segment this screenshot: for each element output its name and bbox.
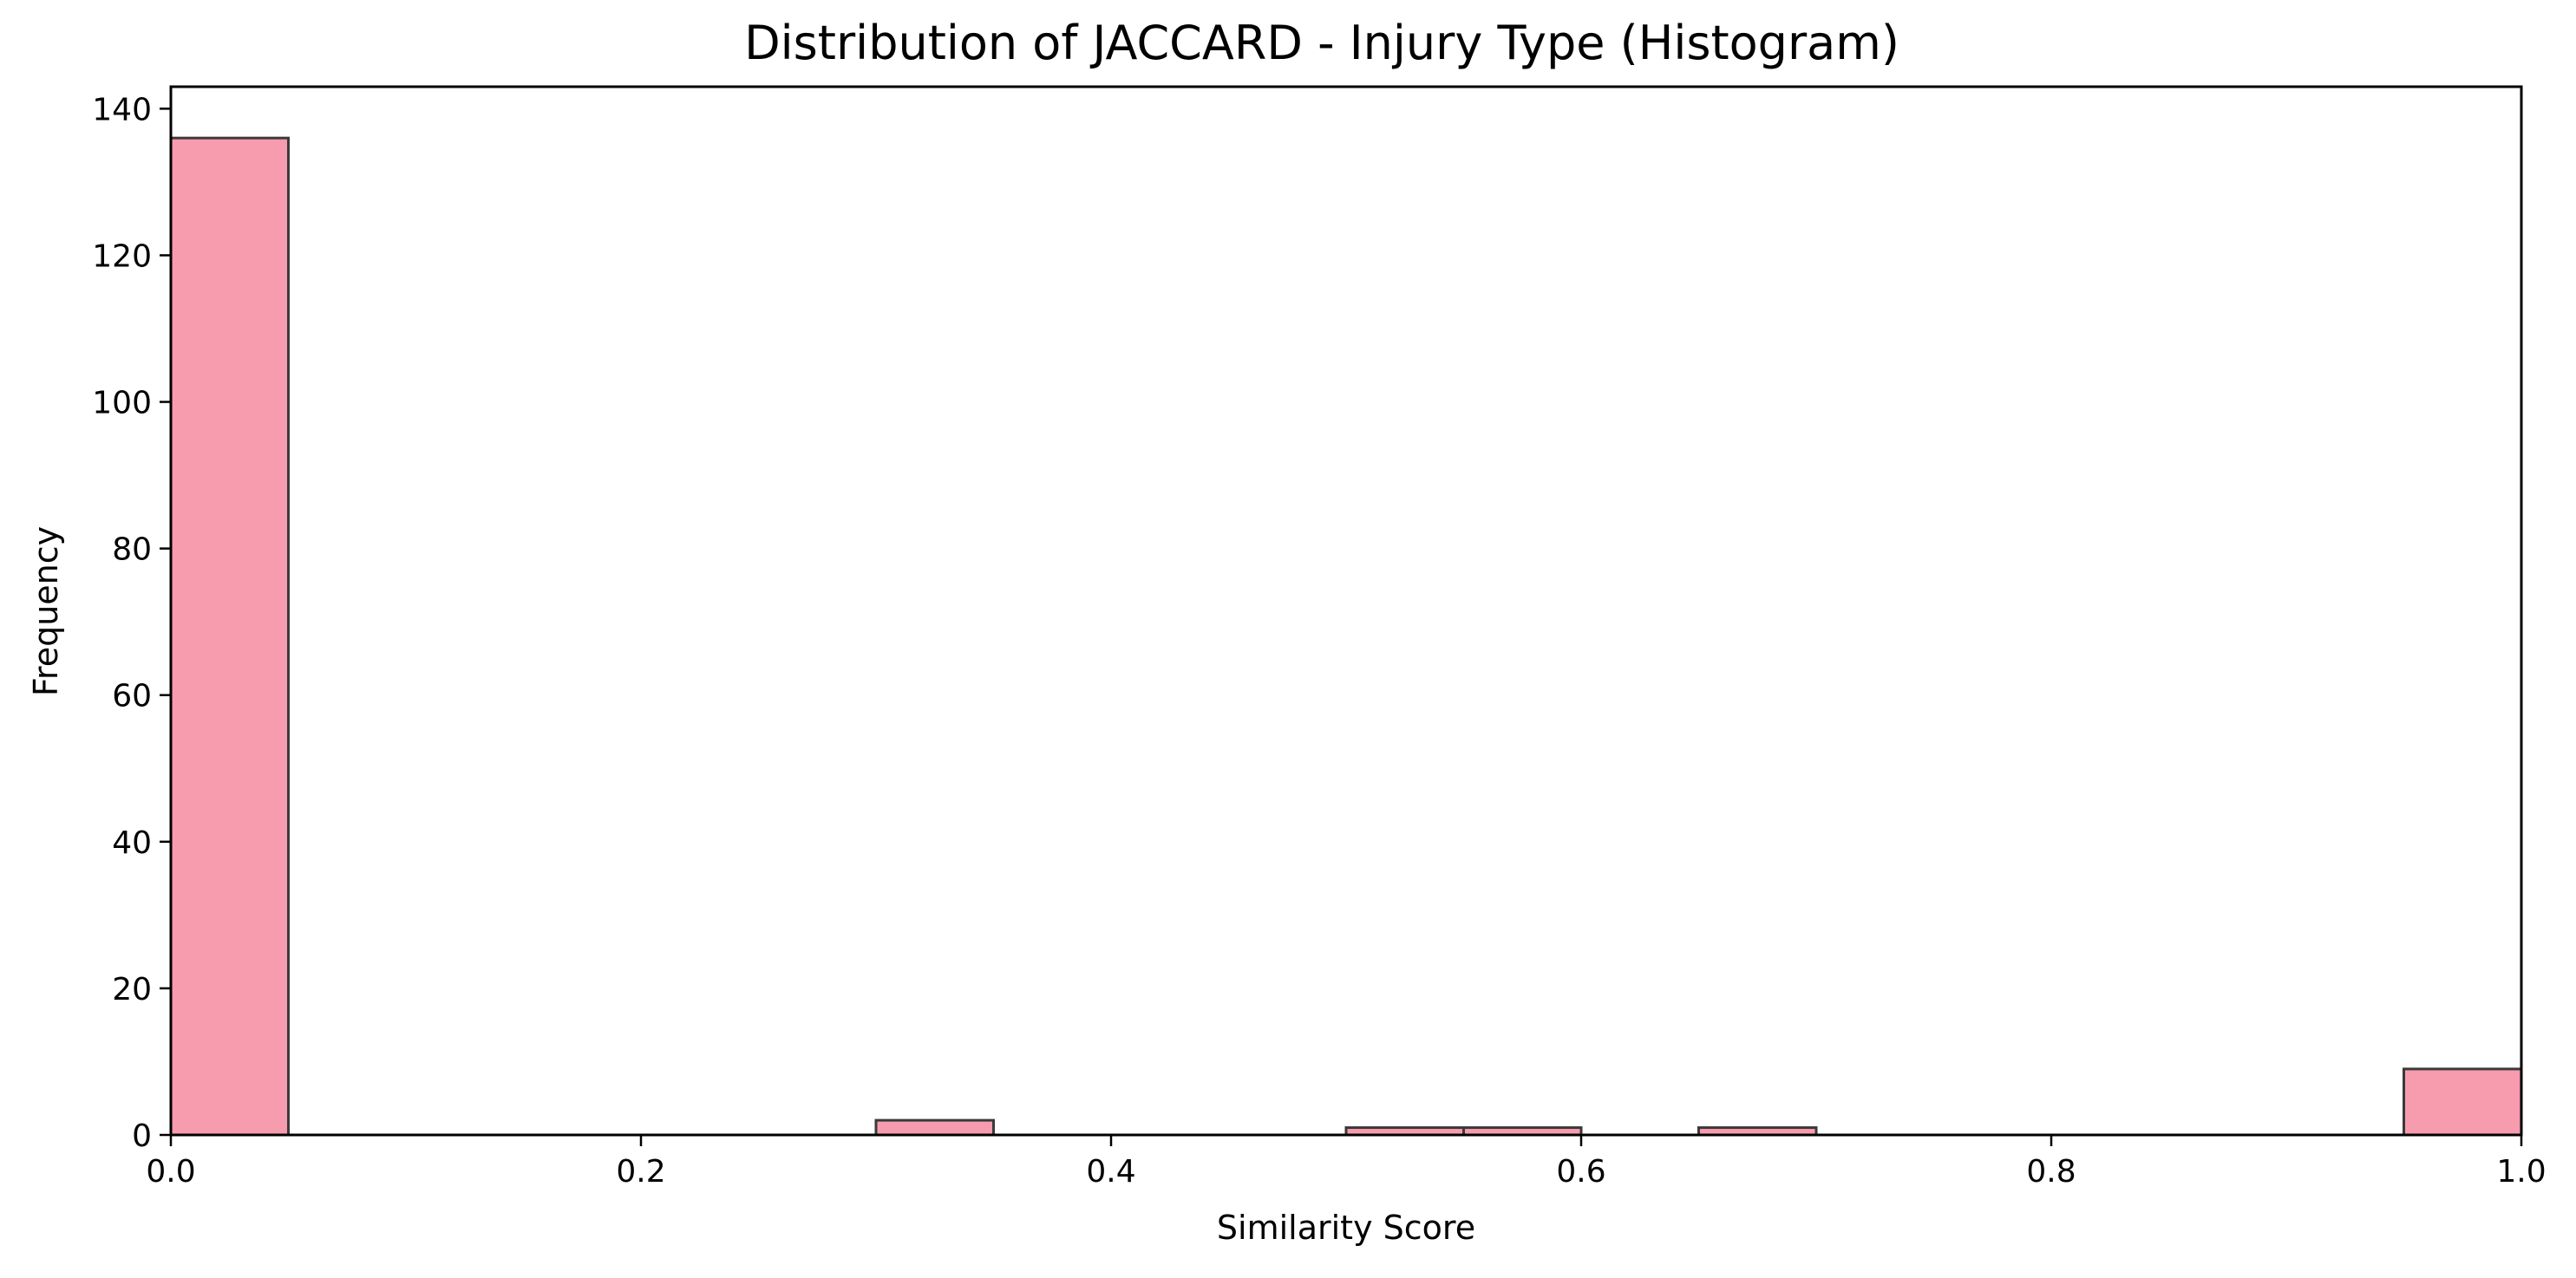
x-axis-label: Similarity Score <box>1217 1209 1475 1247</box>
x-tick-label: 0.0 <box>146 1154 195 1190</box>
x-tick-label: 0.6 <box>1556 1154 1605 1190</box>
y-axis-label: Frequency <box>27 526 65 696</box>
x-tick-label: 0.8 <box>2026 1154 2076 1190</box>
x-tick-label: 0.2 <box>616 1154 665 1190</box>
y-tick-label: 60 <box>112 679 152 714</box>
x-tick-label: 0.4 <box>1086 1154 1135 1190</box>
x-tick-label: 1.0 <box>2496 1154 2546 1190</box>
y-tick-label: 40 <box>112 825 152 861</box>
y-tick-label: 80 <box>112 532 152 568</box>
y-tick-label: 140 <box>92 92 152 127</box>
y-tick-label: 100 <box>92 386 152 421</box>
bars-layer <box>169 136 2523 1137</box>
chart-title: Distribution of JACCARD - Injury Type (H… <box>744 16 1899 70</box>
ticks-layer: 0.0 0.2 0.4 0.6 0.8 1.0 0 20 40 60 80 100 120 140 <box>92 92 2546 1190</box>
plot-frame <box>169 85 2523 1137</box>
histogram-bar-0 <box>169 136 290 1137</box>
histogram-bar-5 <box>2403 1067 2523 1137</box>
y-tick-label: 0 <box>132 1118 152 1154</box>
y-tick-label: 20 <box>112 972 152 1007</box>
histogram-bar-1 <box>874 1118 995 1137</box>
y-tick-label: 120 <box>92 238 152 274</box>
